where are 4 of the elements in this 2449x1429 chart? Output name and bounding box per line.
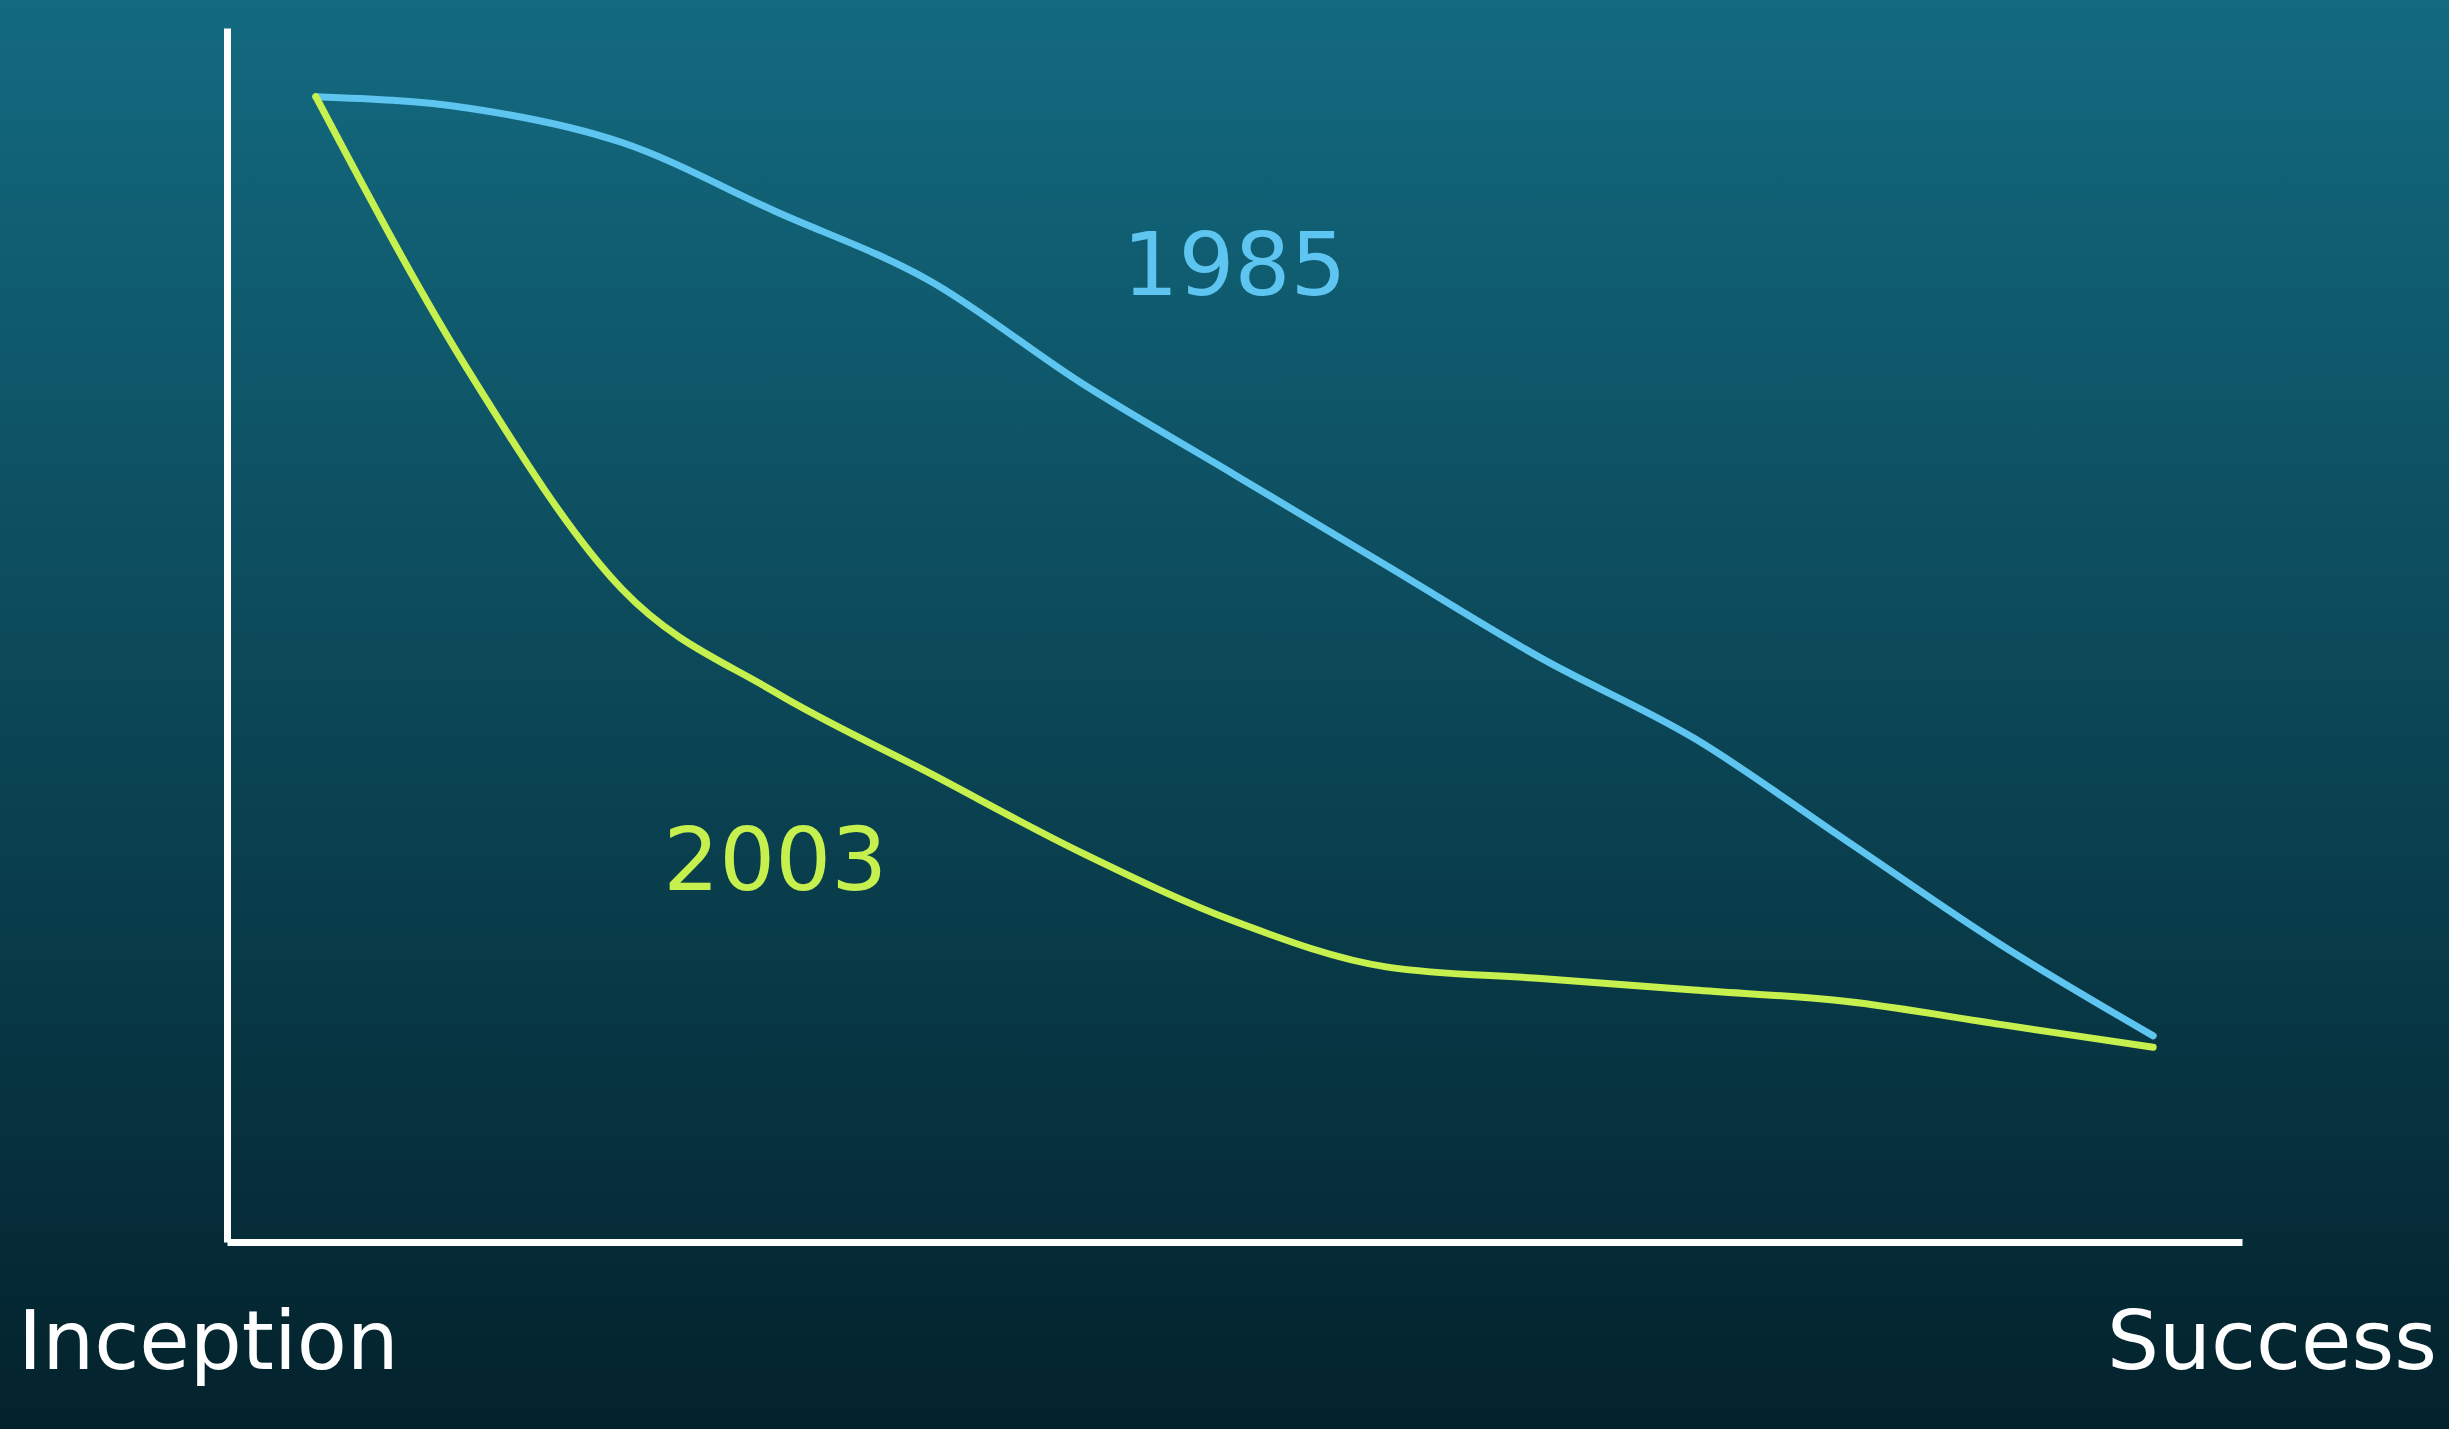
text: Inception bbox=[18, 1293, 399, 1388]
series-label: 1985 bbox=[1122, 212, 1347, 316]
series-label: 2003 bbox=[663, 808, 888, 912]
text: Success bbox=[2106, 1293, 2437, 1388]
